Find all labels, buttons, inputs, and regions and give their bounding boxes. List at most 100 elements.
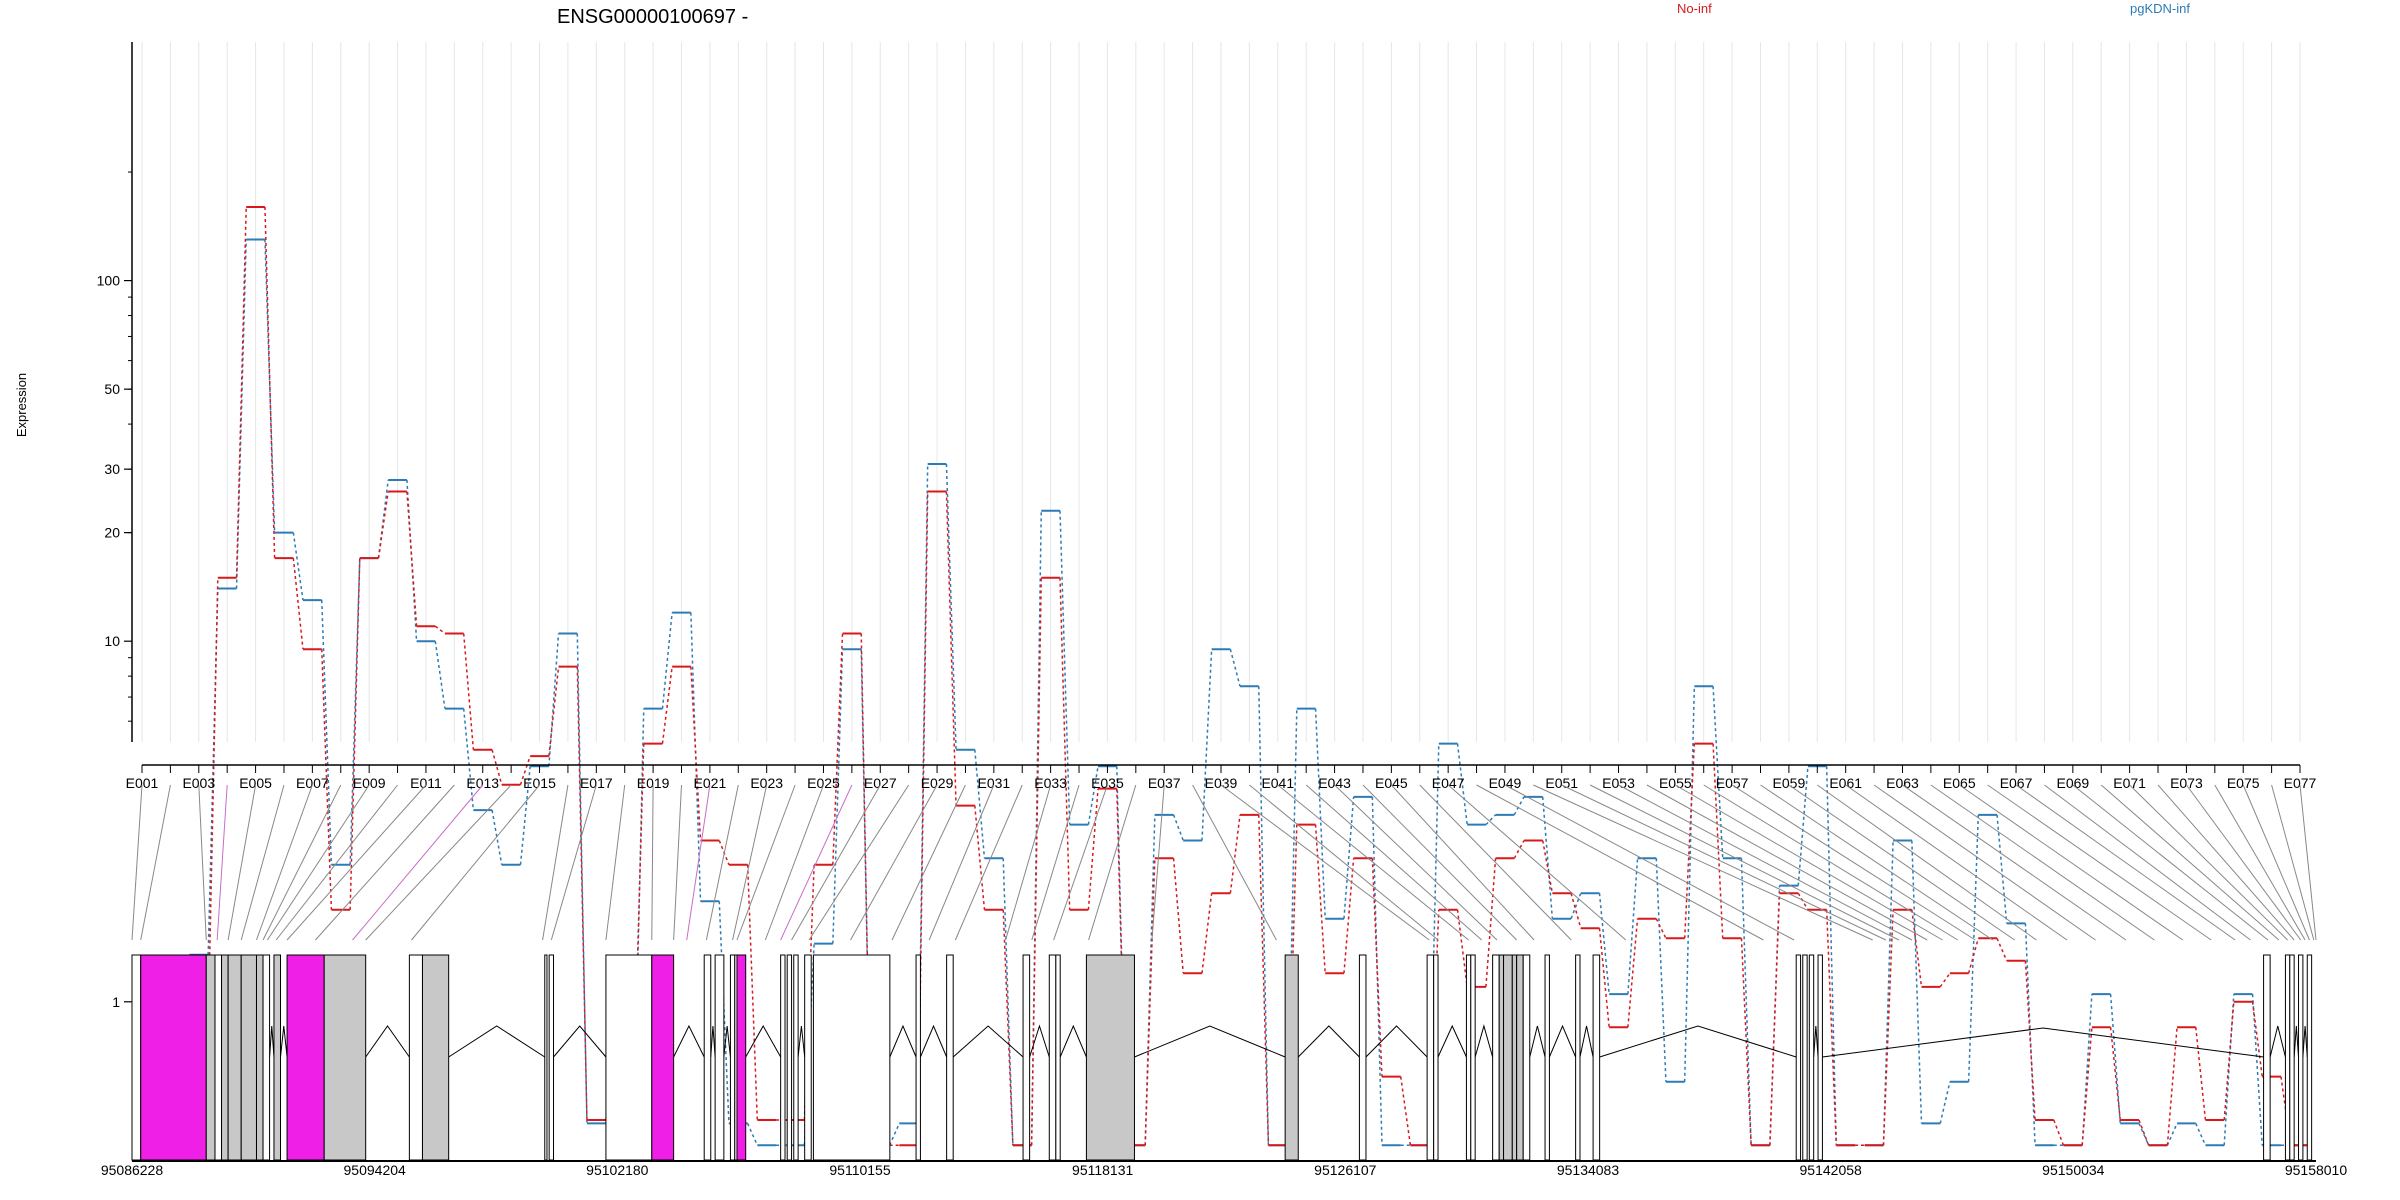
exon-link-E046 (1419, 784, 1572, 941)
connector-segment (945, 491, 957, 806)
exon-link-E057 (1731, 784, 1976, 941)
connector-segment (1911, 840, 1923, 1124)
connector-segment (1201, 649, 1213, 841)
intron (1579, 1025, 1594, 1058)
coordinate-label: 95126107 (1314, 1162, 1377, 1178)
x-tick-label-E017: E017 (580, 775, 613, 791)
x-tick-label-E027: E027 (864, 775, 897, 791)
exon-link-E017 (550, 784, 597, 941)
connector-segment (2223, 1001, 2235, 1121)
connector-segment (292, 532, 304, 601)
connector-segment (1570, 893, 1582, 929)
intron (1134, 1025, 1286, 1058)
legend-no-inf: No-inf (1677, 1, 1712, 16)
connector-segment (1030, 510, 1043, 1146)
connector-segment (491, 749, 503, 785)
x-tick-label-E065: E065 (1943, 775, 1976, 791)
exon-link-E072 (2157, 784, 2295, 941)
exon-link-E014 (365, 784, 512, 941)
intron (280, 1025, 288, 1058)
connector-segment (1825, 909, 1838, 1146)
exon-block (786, 954, 793, 1161)
connector-segment (1201, 893, 1213, 974)
x-tick-label-E061: E061 (1829, 775, 1862, 791)
connector-segment (264, 239, 276, 533)
exon-block (408, 954, 423, 1161)
coordinate-label: 95150034 (2042, 1162, 2105, 1178)
x-tick-label-E071: E071 (2113, 775, 2146, 791)
x-tick-label-E051: E051 (1545, 775, 1578, 791)
connector-segment (1740, 938, 1752, 1146)
intron (1437, 1024, 1467, 1058)
exon-link-E055 (1675, 784, 1943, 941)
x-tick-label-E035: E035 (1091, 775, 1124, 791)
connector-segment (1797, 892, 1809, 911)
connector-segment (1144, 858, 1156, 1146)
connector-segment (1343, 796, 1355, 919)
exon-link-E032 (954, 784, 1023, 941)
exon-link-E065 (1958, 784, 2184, 941)
connector-segment (1030, 577, 1043, 1146)
connector-segment (2195, 1123, 2207, 1146)
connector-segment (1314, 824, 1326, 974)
connector-segment (1399, 1076, 1412, 1146)
exon-block (421, 954, 450, 1161)
exon-link-E042 (1305, 784, 1483, 941)
exon-link-E034 (1031, 784, 1080, 941)
connector-segment (974, 805, 986, 910)
exon-link-E063 (1902, 784, 2127, 941)
connector-segment (974, 749, 986, 859)
x-tick-label-E001: E001 (126, 775, 159, 791)
connector-segment (690, 666, 702, 841)
exon-link-E053 (1618, 784, 1913, 941)
x-tick-label-E009: E009 (353, 775, 386, 791)
exon-link-E059 (1788, 784, 2015, 941)
exon-block (205, 954, 216, 1161)
exon-block (1592, 954, 1601, 1161)
connector-segment (2166, 1027, 2178, 1146)
exon-link-E012 (315, 784, 455, 941)
connector-segment (1172, 858, 1184, 974)
intron (1474, 1024, 1494, 1058)
x-tick-label-E019: E019 (637, 775, 670, 791)
intron (745, 1024, 782, 1058)
connector-segment (1059, 577, 1071, 910)
intron (365, 1025, 410, 1058)
x-tick-label-E055: E055 (1659, 775, 1692, 791)
exon-block (1465, 954, 1472, 1161)
connector-segment (519, 755, 531, 785)
connector-segment (207, 577, 219, 1028)
exon-link-E049 (1504, 784, 1795, 941)
connector-segment (2024, 960, 2036, 1121)
exon-block (1808, 954, 1815, 1161)
exon-link-E028 (808, 784, 910, 941)
intron (553, 1025, 607, 1058)
connector-segment (1343, 858, 1355, 974)
x-tick-label-E015: E015 (523, 775, 556, 791)
exon-block (1085, 954, 1135, 1161)
exon-block (1511, 954, 1518, 1161)
connector-segment (1712, 686, 1724, 859)
connector-segment (1541, 840, 1554, 894)
connector-segment (2024, 923, 2036, 1146)
exon-block (2289, 954, 2295, 1161)
x-tick-label-E033: E033 (1034, 775, 1067, 791)
x-tick-label-E025: E025 (807, 775, 840, 791)
exon-block (793, 954, 799, 1161)
exon-link-E010 (275, 784, 398, 941)
x-tick-label-E037: E037 (1148, 775, 1181, 791)
exon-link-E015 (411, 784, 540, 941)
coordinate-label: 95158010 (2285, 1162, 2348, 1178)
connector-segment (2109, 994, 2122, 1124)
connector-segment (1229, 649, 1241, 687)
exon-link-E027 (791, 784, 881, 941)
x-tick-label-E053: E053 (1602, 775, 1635, 791)
y-axis-label: Expression (14, 373, 29, 437)
connector-segment (207, 588, 219, 955)
y-axis: 1 10 20 30 50 100 (97, 42, 133, 1010)
exon-block (1575, 954, 1581, 1161)
coordinate-label: 95142058 (1800, 1162, 1863, 1178)
connector-segment (1314, 708, 1326, 919)
exon-block (651, 954, 675, 1161)
exon-link-E054 (1646, 784, 1928, 941)
